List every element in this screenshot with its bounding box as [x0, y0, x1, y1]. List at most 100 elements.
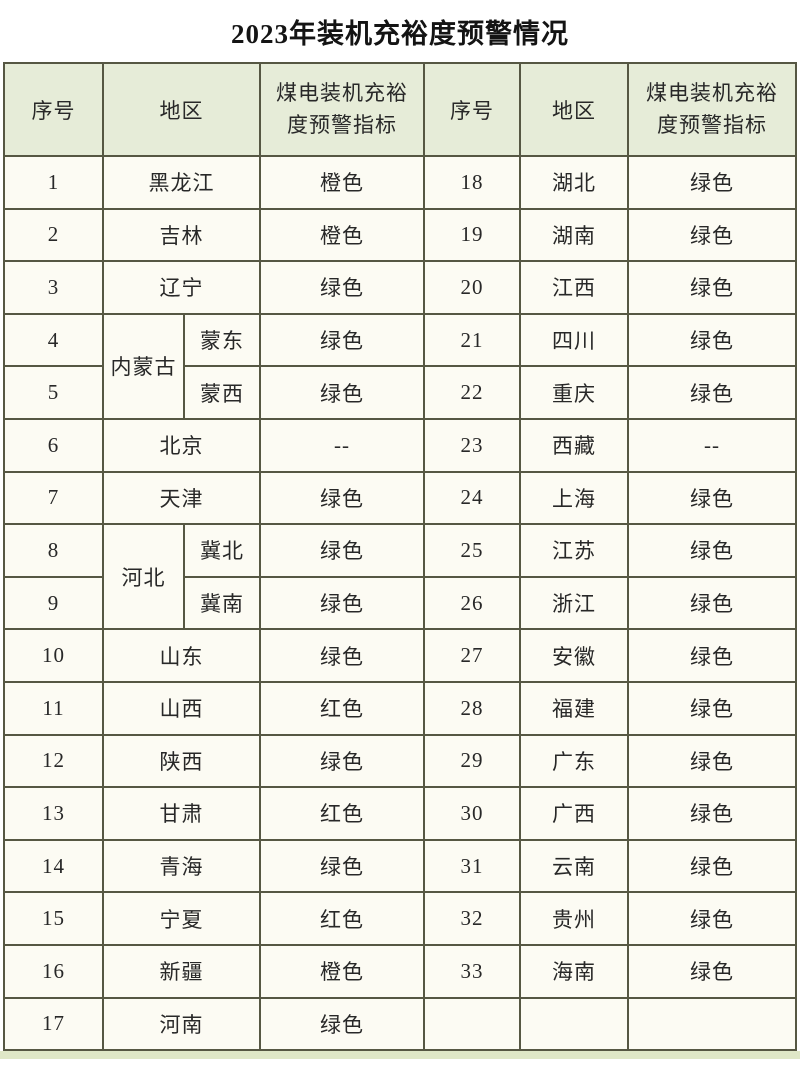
seq-cell: 31	[423, 838, 521, 894]
region-cell: 江西	[519, 260, 629, 315]
indicator-cell: 橙色	[259, 943, 425, 999]
indicator-cell: 绿色	[627, 575, 797, 631]
indicator-cell: 绿色	[259, 523, 425, 578]
indicator-cell: 红色	[259, 786, 425, 841]
region-cell: 重庆	[519, 365, 629, 420]
seq-cell: 29	[423, 733, 521, 789]
seq-cell: 25	[423, 523, 521, 578]
seq-cell: 33	[423, 943, 521, 999]
region-cell: 河南	[102, 996, 261, 1052]
header-cell-label: 地区	[159, 98, 204, 123]
indicator-cell: 绿色	[627, 943, 797, 999]
region-cell	[519, 996, 629, 1052]
seq-cell: 20	[423, 260, 521, 315]
seq-cell: 28	[423, 680, 521, 736]
region-cell: 山西	[102, 680, 261, 736]
page: 2023年装机充裕度预警情况 序号 地区 煤电装机充裕度预警指标 序号 地区 煤电装机充裕…	[0, 19, 800, 1060]
indicator-cell: 绿色	[259, 996, 425, 1052]
seq-cell: 12	[3, 733, 104, 789]
region-cell: 黑龙江	[102, 155, 261, 210]
region-cell: 江苏	[519, 523, 629, 578]
region-cell: 广东	[519, 733, 629, 789]
seq-cell: 6	[3, 417, 104, 473]
seq-cell: 2	[3, 207, 104, 263]
bottom-strip	[0, 1051, 800, 1060]
header-cell: 地区	[519, 62, 629, 157]
table-row: 8 河北 冀北 绿色 25 江苏 绿色	[3, 523, 797, 631]
seq-cell: 13	[3, 786, 104, 841]
table-row: 9 冀南 绿色 26 浙江 绿色	[3, 575, 797, 631]
header-row: 序号 地区 煤电装机充裕度预警指标 序号 地区 煤电装机充裕度预警指标	[3, 62, 797, 157]
region-cell: 湖南	[519, 207, 629, 263]
indicator-cell: 绿色	[259, 365, 425, 420]
header-cell: 序号	[423, 62, 521, 157]
indicator-cell: 橙色	[259, 155, 425, 210]
seq-cell: 21	[423, 312, 521, 368]
indicator-cell: --	[259, 417, 425, 473]
table-row: 17 河南 绿色	[3, 996, 797, 1052]
seq-cell: 27	[423, 628, 521, 683]
header-cell-label: 序号	[450, 98, 494, 123]
region-cell: 青海	[102, 838, 261, 894]
seq-cell: 30	[423, 786, 521, 841]
indicator-cell: 绿色	[259, 575, 425, 631]
header-cell: 序号	[3, 62, 104, 157]
header-cell-label: 煤电装机充裕度预警指标	[276, 81, 408, 137]
table-body: 1 黑龙江 橙色 18 湖北 绿色 2 吉林 橙色 19 湖南 绿色 3 辽宁 绿色 20 江西 绿色 4 内蒙古 蒙东…	[3, 155, 797, 1052]
subregion-cell: 冀北	[183, 523, 261, 578]
page-title: 2023年装机充裕度预警情况	[231, 19, 569, 49]
seq-cell: 5	[3, 365, 104, 420]
seq-cell	[423, 996, 521, 1052]
region-cell: 天津	[102, 470, 261, 526]
table-row: 7 天津 绿色 24 上海 绿色	[3, 470, 797, 526]
indicator-cell: 绿色	[259, 260, 425, 315]
table-row: 2 吉林 橙色 19 湖南 绿色	[3, 207, 797, 263]
region-cell: 山东	[102, 628, 261, 683]
seq-cell: 15	[3, 891, 104, 946]
indicator-cell: 绿色	[259, 733, 425, 789]
region-cell: 广西	[519, 786, 629, 841]
seq-cell: 8	[3, 523, 104, 578]
indicator-cell: 绿色	[259, 470, 425, 526]
seq-cell: 18	[423, 155, 521, 210]
seq-cell: 22	[423, 365, 521, 420]
table-row: 6 北京 -- 23 西藏 --	[3, 417, 797, 473]
table-row: 13 甘肃 红色 30 广西 绿色	[3, 786, 797, 841]
indicator-cell: 绿色	[627, 365, 797, 420]
seq-cell: 3	[3, 260, 104, 315]
header-cell: 煤电装机充裕度预警指标	[627, 62, 797, 157]
seq-cell: 1	[3, 155, 104, 210]
region-cell: 北京	[102, 417, 261, 473]
indicator-cell: 橙色	[259, 207, 425, 263]
table-row: 5 蒙西 绿色 22 重庆 绿色	[3, 365, 797, 420]
indicator-cell: 绿色	[627, 523, 797, 578]
header-cell: 地区	[102, 62, 261, 157]
seq-cell: 4	[3, 312, 104, 368]
table-row: 14 青海 绿色 31 云南 绿色	[3, 838, 797, 894]
seq-cell: 10	[3, 628, 104, 683]
table-row: 10 山东 绿色 27 安徽 绿色	[3, 628, 797, 683]
indicator-cell: 绿色	[627, 312, 797, 368]
region-cell: 新疆	[102, 943, 261, 999]
capacity-warning-table: 序号 地区 煤电装机充裕度预警指标 序号 地区 煤电装机充裕度预警指标 1 黑龙江 橙色 18 湖…	[3, 62, 797, 1052]
region-cell: 湖北	[519, 155, 629, 210]
indicator-cell: --	[627, 417, 797, 473]
table-row: 15 宁夏 红色 32 贵州 绿色	[3, 891, 797, 946]
region-cell: 福建	[519, 680, 629, 736]
subregion-cell: 冀南	[183, 575, 261, 631]
indicator-cell: 绿色	[627, 470, 797, 526]
region-cell: 陕西	[102, 733, 261, 789]
seq-cell: 11	[3, 680, 104, 736]
region-cell: 内蒙古	[102, 312, 185, 420]
indicator-cell: 绿色	[627, 680, 797, 736]
table-row: 12 陕西 绿色 29 广东 绿色	[3, 733, 797, 789]
header-cell-label: 序号	[31, 98, 76, 123]
region-cell: 宁夏	[102, 891, 261, 946]
seq-cell: 26	[423, 575, 521, 631]
table-row: 3 辽宁 绿色 20 江西 绿色	[3, 260, 797, 315]
seq-cell: 7	[3, 470, 104, 526]
indicator-cell: 绿色	[627, 260, 797, 315]
subregion-cell: 蒙西	[183, 365, 261, 420]
seq-cell: 32	[423, 891, 521, 946]
seq-cell: 23	[423, 417, 521, 473]
